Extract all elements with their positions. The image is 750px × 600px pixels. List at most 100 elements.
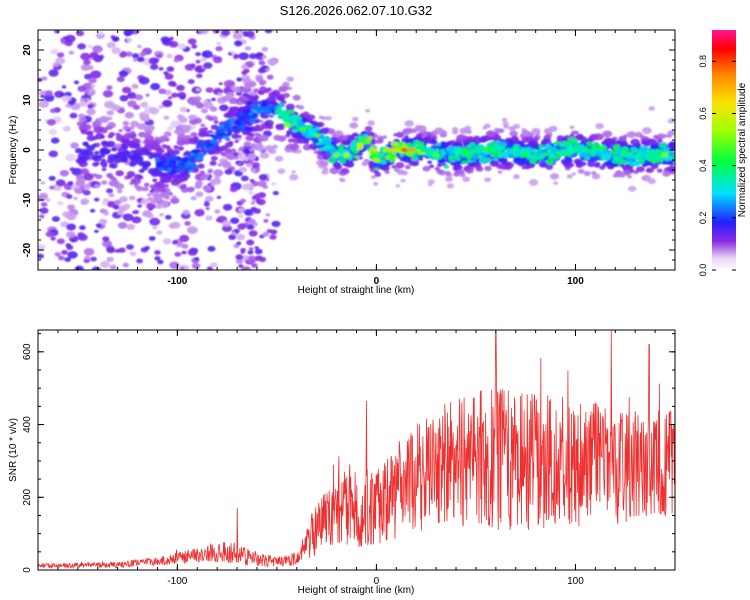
spectrogram-blob <box>128 195 136 201</box>
spectrogram-blob <box>130 120 139 128</box>
spectrogram-blob <box>244 46 252 51</box>
spectrogram-blob <box>146 213 154 219</box>
spectrogram-blob <box>556 154 562 158</box>
spectrogram-blob <box>122 120 129 126</box>
y-tick-label: 0 <box>22 147 33 153</box>
spectrogram-blob <box>69 112 78 119</box>
spectrogram-blob <box>338 177 345 182</box>
spectrogram-blob <box>517 162 524 167</box>
spectrogram-blob <box>200 57 207 62</box>
spectrogram-blob <box>39 214 45 219</box>
spectrogram-blob <box>667 142 675 149</box>
spectrogram-blob <box>209 106 218 112</box>
spectrogram-blob <box>100 260 110 269</box>
spectrogram-blob <box>65 153 77 162</box>
spectrogram-blob <box>408 147 416 153</box>
spectrogram-blob <box>90 70 102 79</box>
spectrogram-blob <box>113 159 121 164</box>
spectrogram-blob <box>436 142 441 146</box>
spectrogram-blob <box>291 118 297 122</box>
spectrogram-blob <box>305 134 311 139</box>
spectrogram-blob <box>618 172 626 178</box>
spectrogram-blob <box>509 130 518 137</box>
spectrogram-blob <box>153 181 163 188</box>
spectrogram-blob <box>236 241 242 246</box>
spectrogram-blob <box>259 134 269 142</box>
spectrogram-blob <box>259 152 270 159</box>
spectrogram-blob <box>96 155 101 159</box>
spectrogram-blob <box>70 142 79 149</box>
spectrogram-blob <box>243 209 253 216</box>
spectrogram-blob <box>257 127 264 132</box>
spectrogram-blob <box>132 58 138 62</box>
spectrogram-blob <box>154 250 161 255</box>
spectrogram-blob <box>479 145 484 149</box>
spectrogram-blob <box>589 133 599 140</box>
spectrogram-blob <box>641 140 649 146</box>
spectrogram-blob <box>247 250 254 255</box>
spectrogram-blob <box>256 133 262 137</box>
spectrogram-blob <box>184 221 192 226</box>
spectrogram-blob <box>242 109 250 115</box>
spectrogram-blob <box>92 120 102 128</box>
spectrogram-blob <box>187 248 198 256</box>
spectrogram-blob <box>427 179 435 185</box>
snr-panel: -100 0 100 0 200 400 600 Height of straight l… <box>8 329 676 596</box>
spectrogram-blob <box>417 144 426 151</box>
spectrogram-blob <box>546 159 554 165</box>
spectrogram-blob <box>86 135 96 142</box>
spectrogram-blob <box>513 158 519 161</box>
spectrogram-blob <box>170 197 180 204</box>
spectrogram-blob <box>74 187 83 194</box>
spectrogram-blob <box>149 184 156 189</box>
spectrogram-blob <box>532 137 539 142</box>
spectrogram-blob <box>85 98 91 102</box>
spectrogram-blob <box>236 107 245 113</box>
spectrogram-blob <box>209 160 217 166</box>
spectrogram-blob <box>106 140 116 148</box>
spectrogram-blob <box>235 254 244 260</box>
x-tick-label: 0 <box>374 576 380 587</box>
spectrogram-blob <box>397 131 402 135</box>
spectrogram-blob <box>299 127 307 133</box>
spectrogram-blob <box>119 95 129 102</box>
spectrogram-blob <box>430 139 438 145</box>
spectrogram-blob <box>120 157 129 163</box>
spectrogram-blob <box>131 178 142 185</box>
spectrogram-blob <box>245 30 255 38</box>
spectrogram-blob <box>158 88 167 95</box>
spectrogram-blob <box>54 30 60 34</box>
spectrogram-blob <box>106 173 114 178</box>
spectrogram-blob <box>103 211 109 216</box>
spectrogram-blob <box>241 255 250 261</box>
spectrogram-blob <box>345 161 355 168</box>
spectrogram-blob <box>494 163 500 167</box>
spectrogram-blob <box>374 139 381 144</box>
spectrogram-blob <box>571 172 577 176</box>
spectrogram-blob <box>121 86 132 94</box>
spectrogram-blob <box>73 80 80 85</box>
spectrogram-blob <box>313 132 321 138</box>
spectrogram-blob <box>206 139 212 143</box>
spectrogram-blob <box>118 129 123 133</box>
spectrogram-blob <box>115 170 124 177</box>
spectrogram-blob <box>264 119 274 127</box>
spectrogram-blob <box>391 165 397 169</box>
spectrogram-blob <box>253 193 262 199</box>
spectrogram-blob <box>521 128 526 132</box>
spectrogram-blob <box>130 150 136 155</box>
spectrogram-blob <box>173 166 179 170</box>
spectrogram-blob <box>143 149 151 155</box>
spectrogram-blob <box>238 166 248 173</box>
spectrogram-blob <box>196 73 203 79</box>
spectrogram-blob <box>168 80 176 87</box>
spectrogram-blob <box>294 133 301 139</box>
spectrogram-blob <box>237 214 244 219</box>
spectrogram-blob <box>540 139 548 145</box>
spectrogram-blob <box>197 163 205 169</box>
spectrogram-blob <box>122 203 131 210</box>
spectrogram-blob <box>143 182 150 187</box>
spectrogram-blob <box>618 135 627 142</box>
spectrogram-blob <box>91 143 97 148</box>
spectrogram-blob <box>386 151 391 155</box>
